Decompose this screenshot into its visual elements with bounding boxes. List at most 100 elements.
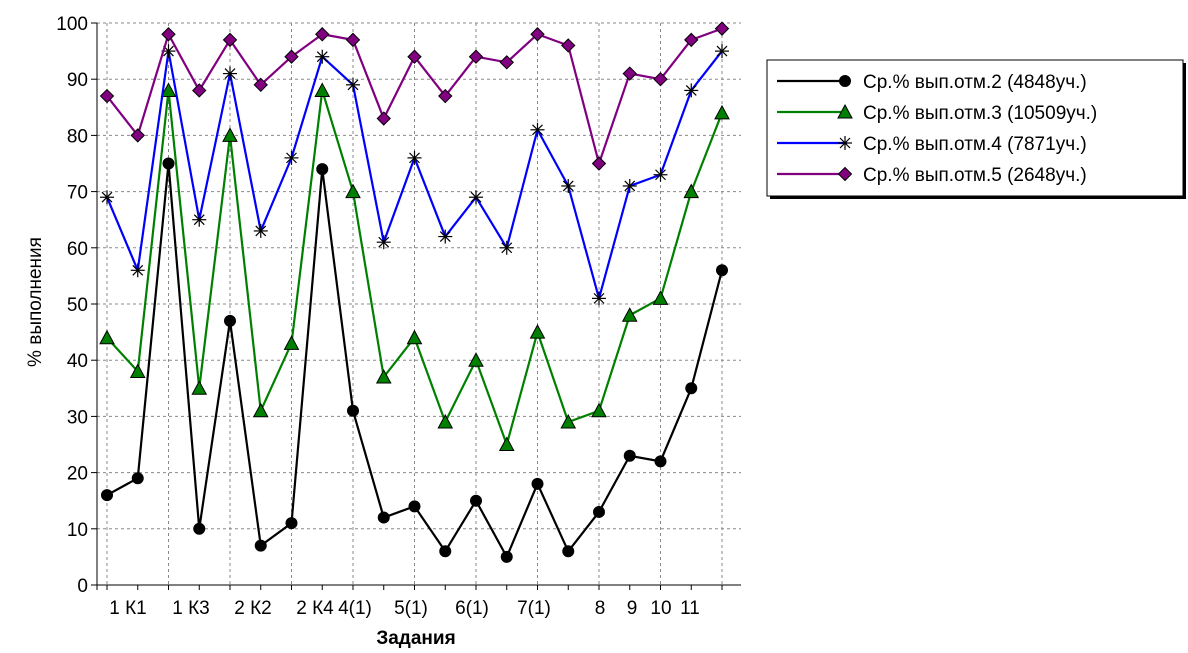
data-point-asterisk	[622, 178, 637, 193]
data-point-triangle	[621, 307, 638, 322]
data-point-circle	[131, 472, 144, 485]
data-point-diamond	[99, 88, 115, 104]
legend-item-4: Ср.% вып.отм.5 (2648уч.)	[777, 165, 1087, 186]
data-point-circle	[408, 500, 421, 513]
asterisk-stroke	[132, 264, 144, 276]
asterisk-stroke	[716, 45, 728, 57]
data-point-triangle	[406, 329, 423, 345]
data-point-diamond	[530, 27, 545, 42]
y-tick-label: 10	[67, 520, 88, 541]
legend: Ср.% вып.отм.2 (4848уч.) Ср.% вып.отм.3 (…	[766, 59, 1186, 199]
x-tick-label: 9	[627, 598, 638, 619]
data-point-circle	[593, 505, 605, 518]
data-point-triangle	[683, 183, 700, 199]
data-point-triangle	[498, 436, 515, 451]
x-tick-label: 7(1)	[517, 598, 551, 619]
data-point-triangle	[837, 103, 853, 119]
data-point-asterisk	[192, 212, 207, 227]
asterisk-stroke	[378, 236, 390, 248]
asterisk-stroke	[839, 137, 851, 149]
legend-label: Ср.% вып.отм.5 (2648уч.)	[863, 165, 1087, 186]
data-point-circle	[654, 455, 667, 468]
x-tick-label: 5(1)	[394, 598, 428, 619]
data-point-diamond	[407, 49, 422, 64]
data-point-diamond	[315, 27, 330, 42]
data-point-asterisk	[438, 229, 453, 244]
data-point-triangle	[129, 363, 146, 378]
axes	[91, 22, 741, 590]
legend-item-1: Ср.% вып.отм.2 (4848уч.)	[777, 72, 1087, 93]
y-tick-label: 80	[67, 126, 88, 147]
x-tick-label: 8	[595, 598, 606, 619]
data-point-diamond	[499, 55, 514, 70]
x-tick-label: 1 К3	[172, 598, 209, 619]
asterisk-stroke	[193, 214, 205, 226]
asterisk-stroke	[593, 292, 605, 304]
data-point-diamond	[653, 71, 668, 87]
data-point-circle	[101, 489, 113, 502]
data-point-circle	[193, 522, 206, 535]
data-point-asterisk	[499, 240, 514, 255]
legend-label: Ср.% вып.отм.4 (7871уч.)	[863, 134, 1087, 155]
data-point-diamond	[438, 88, 453, 104]
data-point-circle	[316, 163, 329, 176]
asterisk-stroke	[562, 180, 574, 192]
y-tick-label: 0	[77, 576, 88, 597]
asterisk-stroke	[347, 79, 359, 91]
data-point-diamond	[591, 156, 607, 171]
data-point-diamond	[376, 111, 391, 126]
data-point-triangle	[468, 352, 484, 367]
data-point-asterisk	[653, 167, 668, 182]
x-tick-label: 1 К1	[109, 598, 146, 619]
data-point-asterisk	[407, 150, 422, 165]
data-point-diamond	[161, 27, 176, 42]
x-tick-label: 10	[650, 598, 671, 619]
data-point-triangle	[591, 402, 607, 418]
data-point-asterisk	[284, 150, 299, 165]
data-point-triangle	[160, 82, 177, 97]
asterisk-stroke	[316, 51, 328, 63]
asterisk-stroke	[255, 225, 267, 237]
data-point-asterisk	[838, 136, 852, 150]
data-point-asterisk	[253, 223, 268, 238]
series-4	[99, 21, 730, 171]
data-point-diamond	[130, 128, 145, 143]
asterisk-stroke	[532, 124, 543, 136]
data-point-diamond	[468, 49, 484, 64]
data-point-triangle	[222, 127, 238, 142]
data-point-diamond	[345, 32, 361, 48]
data-point-asterisk	[684, 83, 699, 98]
data-point-asterisk	[315, 49, 330, 64]
data-point-circle	[347, 404, 359, 417]
x-tick-label: 2 К2	[234, 598, 271, 619]
data-point-diamond	[622, 66, 637, 81]
asterisk-stroke	[685, 85, 697, 96]
data-point-asterisk	[715, 44, 729, 59]
x-tick-label: 2 К4	[296, 598, 334, 619]
data-point-triangle	[714, 104, 730, 120]
data-point-circle	[562, 545, 575, 558]
y-tick-label: 100	[56, 14, 88, 35]
asterisk-stroke	[655, 169, 666, 181]
asterisk-stroke	[409, 152, 420, 164]
y-axis-title: % выполнения	[25, 237, 46, 367]
data-point-circle	[716, 264, 728, 277]
y-tick-label: 90	[67, 70, 88, 91]
y-tick-label: 30	[67, 407, 88, 428]
asterisk-stroke	[224, 68, 236, 80]
data-point-asterisk	[561, 178, 576, 193]
asterisk-stroke	[163, 45, 174, 57]
data-point-diamond	[714, 21, 730, 36]
y-tick-label: 40	[67, 351, 88, 372]
data-point-circle	[500, 550, 513, 563]
data-point-asterisk	[592, 291, 606, 306]
data-point-diamond	[837, 166, 853, 182]
asterisk-stroke	[286, 152, 297, 164]
y-tick-label: 70	[67, 183, 88, 204]
y-tick-label: 60	[67, 239, 88, 260]
data-point-asterisk	[376, 235, 391, 250]
asterisk-stroke	[624, 180, 636, 192]
series-1	[101, 157, 728, 563]
data-point-circle	[531, 477, 544, 490]
